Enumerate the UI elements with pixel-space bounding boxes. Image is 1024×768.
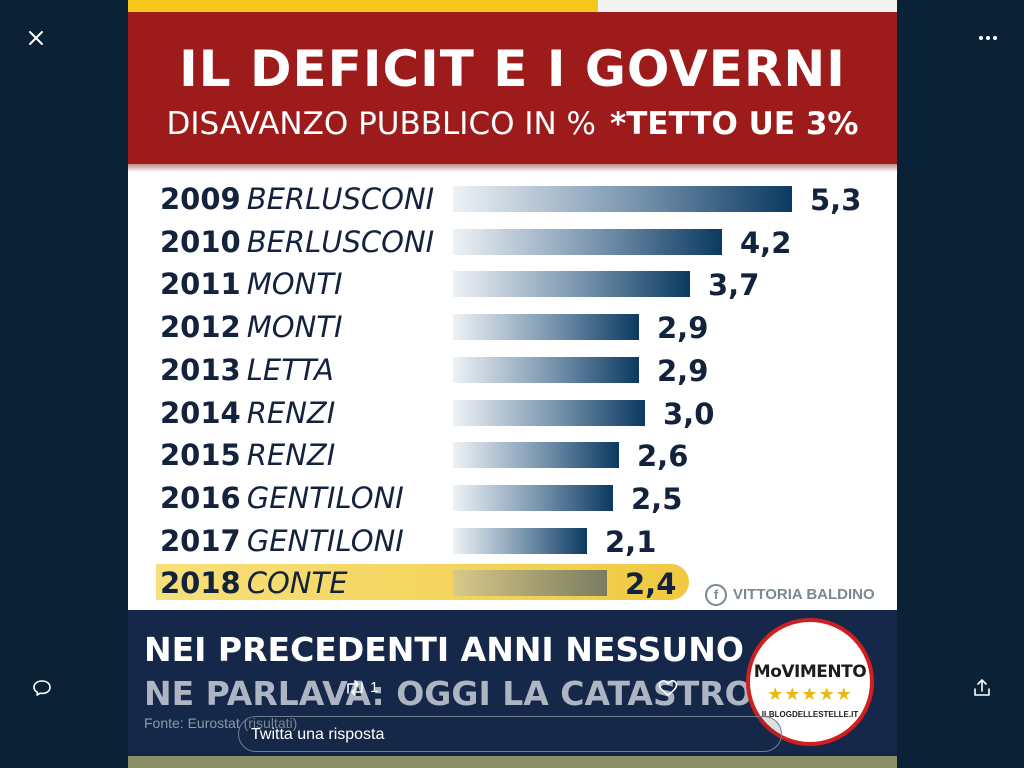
bar-row: 2013 LETTA 2,9 xyxy=(128,349,897,391)
bar xyxy=(453,271,690,298)
row-year: 2013 xyxy=(160,352,241,387)
row-year: 2018 xyxy=(160,566,241,601)
like-button[interactable] xyxy=(656,676,680,700)
row-government: MONTI xyxy=(246,267,343,302)
bar-value-label: 2,4 xyxy=(625,567,677,602)
subtitle-text: DISAVANZO PUBBLICO IN % xyxy=(166,106,596,142)
title-band xyxy=(128,12,897,172)
row-government: BERLUSCONI xyxy=(246,182,435,216)
row-government: RENZI xyxy=(246,438,336,473)
share-button[interactable] xyxy=(970,676,994,700)
row-label: 2014 RENZI xyxy=(160,396,335,430)
bar xyxy=(453,570,607,597)
row-year: 2012 xyxy=(160,310,241,345)
more-options-button[interactable] xyxy=(974,26,1002,50)
logo-stars-icon: ★★★★★ xyxy=(767,684,853,704)
bar-row: 2012 MONTI 2,9 xyxy=(128,306,897,348)
row-year: 2016 xyxy=(160,480,241,515)
row-label: 2013 LETTA xyxy=(160,353,334,387)
row-label: 2016 GENTILONI xyxy=(160,481,404,515)
bar xyxy=(453,399,645,426)
subtitle-note: *TETTO UE 3% xyxy=(610,106,859,142)
bar-row-highlighted: 2018 CONTE 2,4 xyxy=(128,562,897,604)
retweet-icon xyxy=(347,680,363,696)
facebook-icon: f xyxy=(705,584,727,606)
logo-url: ILBLOGDELLESTELLE.IT xyxy=(761,710,859,719)
reply-button[interactable] xyxy=(30,676,54,700)
retweet-button[interactable] xyxy=(342,676,368,700)
row-label: 2015 RENZI xyxy=(160,438,335,472)
bar-row: 2010 BERLUSCONI 4,2 xyxy=(128,221,897,263)
bar-row: 2015 RENZI 2,6 xyxy=(128,434,897,476)
heart-icon xyxy=(658,680,678,696)
row-label: 2009 BERLUSCONI xyxy=(160,182,434,216)
bar-value-label: 2,9 xyxy=(657,311,709,346)
bar-value-label: 2,9 xyxy=(657,353,709,388)
bar xyxy=(453,527,587,554)
row-year: 2017 xyxy=(160,523,241,558)
row-year: 2009 xyxy=(160,182,241,216)
bar-value-label: 3,7 xyxy=(708,268,760,303)
logo-wordmark: MoVIMENTO xyxy=(753,662,867,682)
bottom-caption-line1: NEI PRECEDENTI ANNI NESSUNO xyxy=(144,630,744,669)
share-icon xyxy=(974,679,990,696)
row-government: GENTILONI xyxy=(246,523,404,558)
bar-value-label: 5,3 xyxy=(810,183,862,217)
bar-row: 2014 RENZI 3,0 xyxy=(128,392,897,434)
bar-row: 2009 BERLUSCONI 5,3 xyxy=(128,178,897,220)
row-label: 2010 BERLUSCONI xyxy=(160,225,434,259)
image-top-strip xyxy=(128,0,897,12)
bar xyxy=(453,484,613,511)
row-government: BERLUSCONI xyxy=(246,224,435,259)
bar-value-label: 2,1 xyxy=(605,524,657,559)
reply-placeholder: Twitta una risposta xyxy=(251,726,385,743)
bar xyxy=(453,314,639,341)
row-label: 2017 GENTILONI xyxy=(160,524,404,558)
row-year: 2011 xyxy=(160,267,241,302)
row-year: 2014 xyxy=(160,395,241,430)
infographic-subtitle: DISAVANZO PUBBLICO IN % *TETTO UE 3% xyxy=(128,106,897,142)
bar xyxy=(453,442,619,469)
close-button[interactable] xyxy=(24,26,48,50)
bar xyxy=(453,186,792,212)
close-icon xyxy=(29,31,43,45)
bar-row: 2011 MONTI 3,7 xyxy=(128,263,897,305)
bar xyxy=(453,356,639,383)
row-government: MONTI xyxy=(246,310,343,345)
infographic-title: IL DEFICIT E I GOVERNI xyxy=(179,40,846,98)
retweet-count: 1 xyxy=(370,679,379,696)
row-label: 2012 MONTI xyxy=(160,310,343,344)
image-bottom-strip xyxy=(128,756,897,768)
author-credit: f VITTORIA BALDINO xyxy=(705,584,875,606)
bottom-caption-line2: NE PARLAVA: OGGI LA CATASTROFE xyxy=(144,674,798,713)
tweet-image[interactable]: IL DEFICIT E I GOVERNI DISAVANZO PUBBLIC… xyxy=(128,0,897,768)
bar-value-label: 3,0 xyxy=(663,396,715,431)
more-icon xyxy=(979,36,997,40)
bar-value-label: 2,5 xyxy=(631,481,683,516)
row-government: RENZI xyxy=(246,395,336,430)
row-government: CONTE xyxy=(246,566,348,601)
row-government: GENTILONI xyxy=(246,480,404,515)
bar-row: 2017 GENTILONI 2,1 xyxy=(128,520,897,562)
row-government: LETTA xyxy=(246,352,334,387)
row-year: 2015 xyxy=(160,438,241,473)
row-label: 2011 MONTI xyxy=(160,267,343,301)
bar-value-label: 2,6 xyxy=(637,439,689,474)
bar xyxy=(453,228,722,255)
bar-row: 2016 GENTILONI 2,5 xyxy=(128,477,897,519)
source-note: Fonte: Eurostat (risultati) xyxy=(144,715,298,731)
reply-input[interactable]: Twitta una risposta xyxy=(238,716,782,752)
credit-text: VITTORIA BALDINO xyxy=(733,585,875,603)
row-label: 2018 CONTE xyxy=(160,566,348,600)
row-year: 2010 xyxy=(160,224,241,259)
comment-icon xyxy=(33,680,51,696)
bar-value-label: 4,2 xyxy=(740,225,792,260)
